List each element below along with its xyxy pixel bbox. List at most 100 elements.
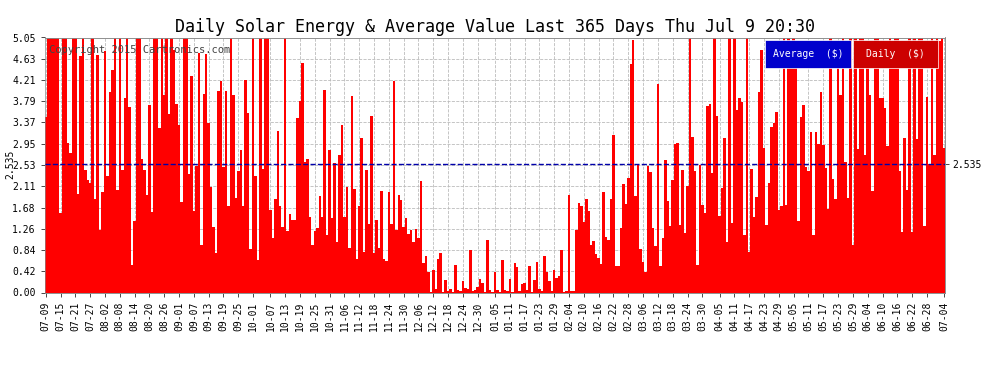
Bar [440,253,442,292]
Bar [353,189,355,292]
Bar [407,234,410,292]
Bar [271,238,274,292]
Bar [412,242,415,292]
Bar [671,180,674,292]
Bar [153,25,155,292]
Bar [837,65,840,292]
Bar [111,70,114,292]
Bar [709,104,711,292]
Bar [129,107,131,292]
Bar [136,25,139,292]
Bar [476,287,479,292]
Bar [180,202,183,292]
Bar [296,118,299,292]
Bar [679,225,681,292]
Bar [427,272,430,292]
Bar [654,246,656,292]
Bar [879,98,881,292]
Title: Daily Solar Energy & Average Value Last 365 Days Thu Jul 9 20:30: Daily Solar Energy & Average Value Last … [175,18,815,36]
Bar [777,210,780,292]
Bar [56,25,59,292]
Bar [506,291,509,292]
Bar [173,50,175,292]
Bar [664,159,666,292]
Bar [99,230,101,292]
Bar [800,117,802,292]
Bar [461,281,464,292]
Bar [874,25,876,292]
Bar [259,25,261,292]
Bar [301,63,304,292]
Bar [844,162,846,292]
Bar [632,39,635,292]
Bar [553,270,555,292]
Bar [309,217,311,292]
Bar [363,252,365,292]
Bar [256,260,259,292]
Text: Copyright 2015 Cartronics.com: Copyright 2015 Cartronics.com [50,45,231,55]
Bar [400,200,403,292]
Bar [454,266,456,292]
Bar [939,40,940,292]
Bar [466,290,469,292]
Bar [344,217,346,292]
Bar [126,25,129,292]
Bar [373,254,375,292]
Bar [736,110,739,292]
Bar [383,259,385,292]
Bar [612,135,615,292]
Bar [474,290,476,292]
Bar [232,95,235,292]
Bar [635,196,637,292]
Bar [89,183,91,292]
Bar [61,25,64,292]
Bar [405,217,407,292]
Bar [583,222,585,292]
Bar [150,212,153,292]
Bar [640,249,642,292]
Bar [494,272,496,292]
Bar [74,25,76,292]
Bar [183,25,185,292]
Bar [770,127,772,292]
Bar [291,220,294,292]
Bar [240,150,242,292]
Bar [370,117,373,292]
Bar [208,123,210,292]
Bar [195,166,198,292]
Bar [780,206,782,292]
Bar [651,228,654,292]
Bar [719,216,721,292]
Bar [524,283,526,292]
Bar [479,279,481,292]
Bar [266,25,269,292]
Bar [916,139,919,292]
Bar [931,25,934,292]
Bar [731,224,734,292]
Bar [198,53,200,292]
Bar [203,94,205,292]
Bar [545,272,548,292]
Bar [368,225,370,292]
Bar [319,196,321,292]
Bar [886,146,889,292]
Bar [393,81,395,292]
FancyBboxPatch shape [765,40,850,68]
Bar [289,214,291,292]
Bar [420,181,422,292]
Bar [929,164,931,292]
Bar [269,210,271,292]
Bar [481,284,484,292]
Bar [225,91,227,292]
Bar [168,114,170,292]
Bar [899,171,901,292]
Bar [681,170,684,292]
Bar [251,25,254,292]
Bar [496,290,499,292]
Bar [213,226,215,292]
Bar [758,92,760,292]
Bar [565,291,568,292]
Bar [96,55,99,292]
Bar [358,206,360,292]
Bar [425,255,427,292]
